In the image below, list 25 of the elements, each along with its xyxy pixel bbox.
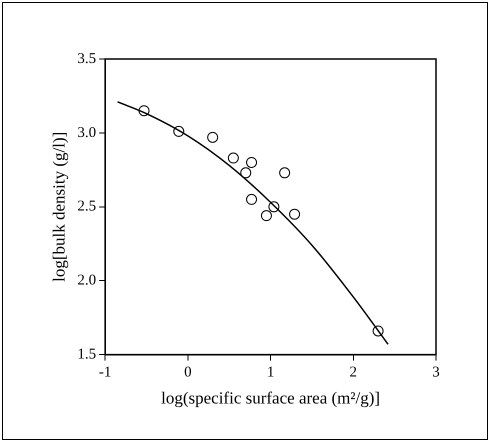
x-tick-label: 1 xyxy=(266,364,274,381)
x-tick-label: 0 xyxy=(184,364,192,381)
y-tick-label: 3.5 xyxy=(77,50,96,67)
point xyxy=(372,325,384,336)
y-axis-title: log[bulk density (g/l)] xyxy=(50,132,69,282)
y-tick-label: 2.5 xyxy=(77,198,96,215)
x-tick-label: 2 xyxy=(350,364,358,381)
point xyxy=(279,167,290,178)
point xyxy=(289,208,300,220)
point xyxy=(207,132,218,143)
point xyxy=(268,201,280,212)
y-tick-label: 1.5 xyxy=(77,346,96,363)
point xyxy=(173,126,184,137)
point xyxy=(246,156,258,168)
line-series xyxy=(116,101,389,346)
x-axis-title: log(specific surface area (m²/g)] xyxy=(161,388,380,408)
point xyxy=(228,152,239,164)
point xyxy=(246,194,258,205)
x-tick-label: -1 xyxy=(98,364,112,381)
point xyxy=(260,210,272,222)
y-tick-label: 3.0 xyxy=(77,124,96,141)
y-tick-label: 2.0 xyxy=(77,272,96,289)
point xyxy=(240,167,252,178)
point xyxy=(138,105,150,116)
x-tick-label: 3 xyxy=(432,364,440,381)
